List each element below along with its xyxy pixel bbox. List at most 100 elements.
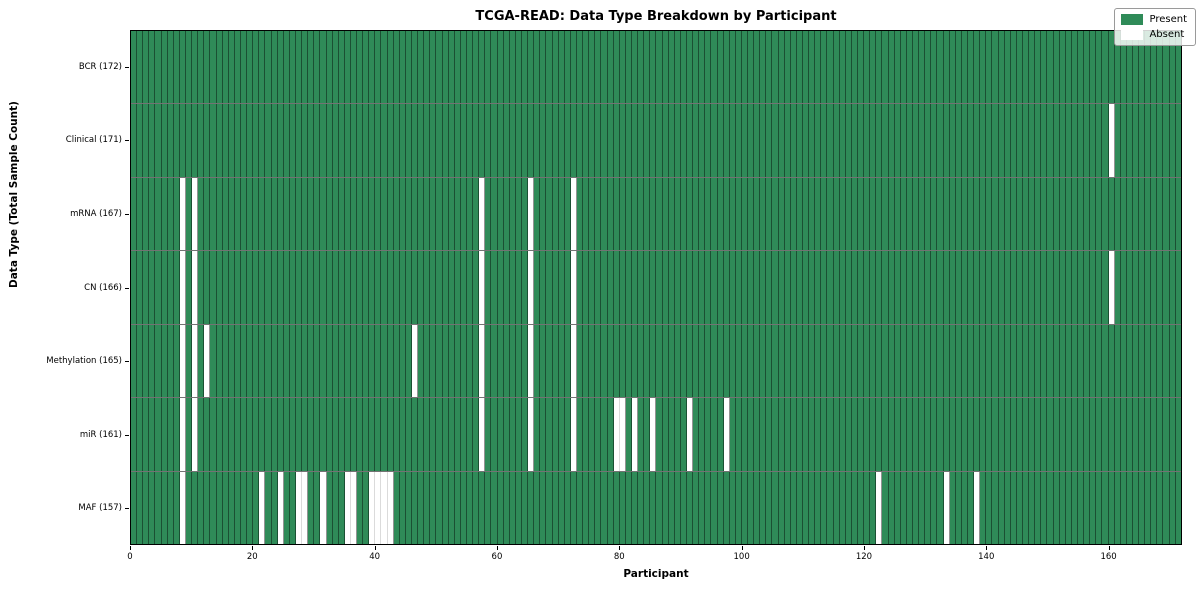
heatmap-cell xyxy=(271,177,278,251)
heatmap-cell xyxy=(680,104,687,177)
heatmap-cell xyxy=(326,31,333,104)
x-tick-mark xyxy=(496,546,498,550)
heatmap-cell xyxy=(919,251,926,324)
heatmap-cell xyxy=(344,471,351,544)
heatmap-cell xyxy=(717,471,724,544)
heatmap-cell xyxy=(748,471,755,544)
heatmap-cell xyxy=(882,31,889,104)
heatmap-cell xyxy=(631,398,639,471)
heatmap-cell xyxy=(1065,324,1072,398)
x-tick-label: 140 xyxy=(978,552,995,562)
heatmap-cell xyxy=(467,31,474,104)
heatmap-cell xyxy=(454,471,461,544)
heatmap-cell xyxy=(405,471,413,544)
heatmap-cell xyxy=(796,177,804,251)
heatmap-cell xyxy=(149,251,156,324)
heatmap-cell xyxy=(668,251,675,324)
heatmap-cell xyxy=(143,104,150,177)
heatmap-cell xyxy=(399,31,406,104)
heatmap-cell xyxy=(540,251,547,324)
heatmap-cell xyxy=(949,398,956,471)
heatmap-cell xyxy=(1029,471,1036,544)
heatmap-cell xyxy=(943,104,950,177)
heatmap-cell xyxy=(357,251,364,324)
heatmap-cell xyxy=(821,398,828,471)
heatmap-cell xyxy=(1016,104,1023,177)
heatmap-cell xyxy=(442,104,449,177)
heatmap-cell xyxy=(167,251,174,324)
heatmap-cell xyxy=(937,251,944,324)
heatmap-cell xyxy=(619,471,626,544)
heatmap-cell xyxy=(961,104,968,177)
heatmap-row xyxy=(131,177,1181,252)
heatmap-cell xyxy=(564,177,571,251)
heatmap-cell xyxy=(167,177,174,251)
x-tick-label: 0 xyxy=(127,552,133,562)
heatmap-cell xyxy=(839,324,846,398)
heatmap-cell xyxy=(723,471,730,544)
heatmap-cell xyxy=(143,324,150,398)
heatmap-cell xyxy=(302,251,309,324)
heatmap-cell xyxy=(363,398,370,471)
heatmap-cell xyxy=(155,471,162,544)
heatmap-cell xyxy=(161,104,168,177)
heatmap-cell xyxy=(1065,104,1072,177)
heatmap-cell xyxy=(638,324,645,398)
heatmap-cell xyxy=(528,177,535,251)
heatmap-cell xyxy=(986,398,993,471)
heatmap-cell xyxy=(870,104,877,177)
heatmap-cell xyxy=(1010,398,1017,471)
heatmap-cell xyxy=(424,471,431,544)
heatmap-cell xyxy=(564,324,571,398)
heatmap-cell xyxy=(277,31,284,104)
heatmap-cell xyxy=(1132,177,1140,251)
heatmap-cell xyxy=(913,471,920,544)
heatmap-cell xyxy=(540,471,547,544)
heatmap-cell xyxy=(760,177,767,251)
heatmap-cell xyxy=(723,251,730,324)
heatmap-cell xyxy=(534,398,541,471)
heatmap-cell xyxy=(375,251,382,324)
heatmap-cell xyxy=(234,324,241,398)
heatmap-cell xyxy=(821,31,828,104)
heatmap-cell xyxy=(888,398,895,471)
heatmap-cell xyxy=(1022,31,1030,104)
heatmap-cell xyxy=(320,251,327,324)
heatmap-cell xyxy=(595,177,602,251)
heatmap-cell xyxy=(240,104,248,177)
heatmap-cell xyxy=(980,471,987,544)
heatmap-cell xyxy=(454,31,461,104)
heatmap-cell xyxy=(338,398,345,471)
heatmap-cell xyxy=(570,177,577,251)
heatmap-cell xyxy=(1004,31,1011,104)
heatmap-cell xyxy=(998,471,1005,544)
heatmap-cell xyxy=(1132,324,1140,398)
heatmap-cell xyxy=(766,177,773,251)
heatmap-cell xyxy=(454,177,461,251)
heatmap-cell xyxy=(576,31,584,104)
heatmap-cell xyxy=(949,31,956,104)
heatmap-cell xyxy=(430,104,437,177)
heatmap-cell xyxy=(1169,31,1176,104)
heatmap-cell xyxy=(430,177,437,251)
heatmap-cell xyxy=(485,398,492,471)
heatmap-cell xyxy=(967,177,975,251)
heatmap-cell xyxy=(1132,104,1140,177)
heatmap-cell xyxy=(204,324,211,398)
heatmap-cell xyxy=(693,471,700,544)
heatmap-cell xyxy=(534,324,541,398)
heatmap-cell xyxy=(845,31,852,104)
heatmap-cell xyxy=(1169,104,1176,177)
heatmap-cell xyxy=(375,398,382,471)
heatmap-cell xyxy=(662,104,669,177)
heatmap-cell xyxy=(766,398,773,471)
heatmap-cell xyxy=(363,324,370,398)
heatmap-cell xyxy=(308,471,315,544)
heatmap-cell xyxy=(1175,31,1181,104)
heatmap-cell xyxy=(240,324,248,398)
heatmap-cell xyxy=(442,251,449,324)
heatmap-cell xyxy=(619,324,626,398)
heatmap-cell xyxy=(601,471,608,544)
heatmap-cell xyxy=(741,104,749,177)
heatmap-cell xyxy=(295,104,303,177)
